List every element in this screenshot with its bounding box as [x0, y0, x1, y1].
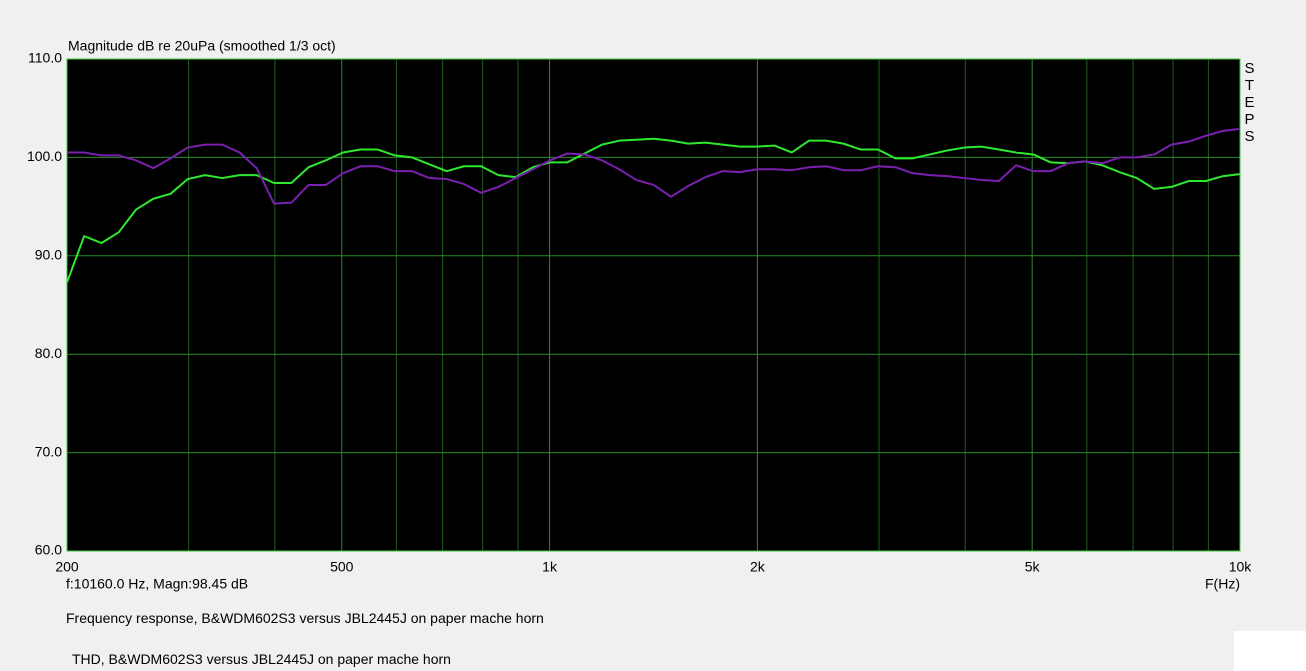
y-tick-label: 100.0 — [27, 148, 62, 164]
x-tick-label: 5k — [1025, 559, 1041, 575]
chart-title: Magnitude dB re 20uPa (smoothed 1/3 oct) — [68, 38, 336, 54]
y-tick-label: 110.0 — [28, 50, 62, 66]
y-tick-label: 90.0 — [35, 247, 62, 263]
y-tick-label: 60.0 — [35, 542, 62, 558]
x-axis-label: F(Hz) — [1205, 576, 1240, 592]
series-line — [67, 127, 1241, 205]
x-tick-label: 200 — [55, 559, 79, 575]
x-tick-label: 500 — [330, 559, 354, 575]
legend-entry: THD, B&WDM602S3 versus JBL2445J on paper… — [72, 651, 451, 667]
corner-panel — [1234, 631, 1306, 671]
cursor-readout: f:10160.0 Hz, Magn:98.45 dB — [66, 576, 248, 592]
x-tick-label: 10k — [1229, 559, 1253, 575]
x-tick-label: 1k — [542, 559, 558, 575]
plot-border — [66, 58, 1241, 552]
y-tick-label: 70.0 — [35, 443, 62, 459]
side-label: STEPS — [1241, 60, 1258, 145]
x-tick-label: 2k — [750, 559, 766, 575]
plot-area — [67, 59, 1240, 551]
series-line — [66, 137, 1241, 283]
y-tick-label: 80.0 — [35, 345, 62, 361]
legend-entry: Frequency response, B&WDM602S3 versus JB… — [66, 610, 544, 626]
